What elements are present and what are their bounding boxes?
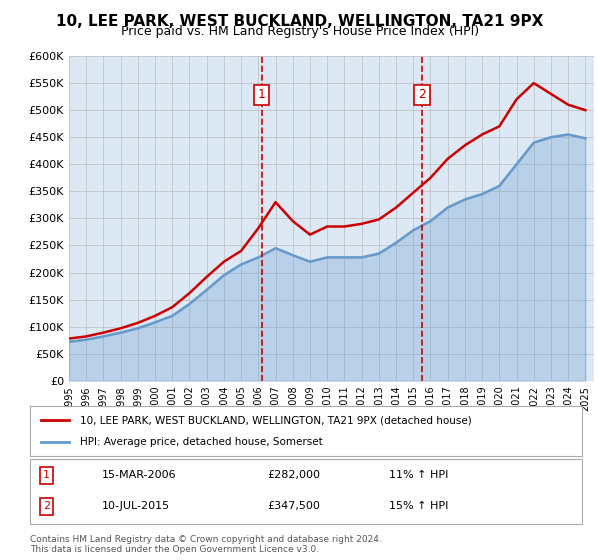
Text: 2: 2 [418,88,426,101]
Text: 10, LEE PARK, WEST BUCKLAND, WELLINGTON, TA21 9PX: 10, LEE PARK, WEST BUCKLAND, WELLINGTON,… [56,14,544,29]
Text: £347,500: £347,500 [268,501,320,511]
Text: Price paid vs. HM Land Registry's House Price Index (HPI): Price paid vs. HM Land Registry's House … [121,25,479,38]
Text: Contains HM Land Registry data © Crown copyright and database right 2024.
This d: Contains HM Land Registry data © Crown c… [30,535,382,554]
Text: 10, LEE PARK, WEST BUCKLAND, WELLINGTON, TA21 9PX (detached house): 10, LEE PARK, WEST BUCKLAND, WELLINGTON,… [80,415,472,425]
Text: 1: 1 [43,470,50,480]
Text: £282,000: £282,000 [268,470,320,480]
Text: 15-MAR-2006: 15-MAR-2006 [102,470,176,480]
Text: 15% ↑ HPI: 15% ↑ HPI [389,501,448,511]
Text: HPI: Average price, detached house, Somerset: HPI: Average price, detached house, Some… [80,437,322,447]
Text: 1: 1 [258,88,266,101]
Text: 10-JUL-2015: 10-JUL-2015 [102,501,170,511]
Text: 11% ↑ HPI: 11% ↑ HPI [389,470,448,480]
Text: 2: 2 [43,501,50,511]
